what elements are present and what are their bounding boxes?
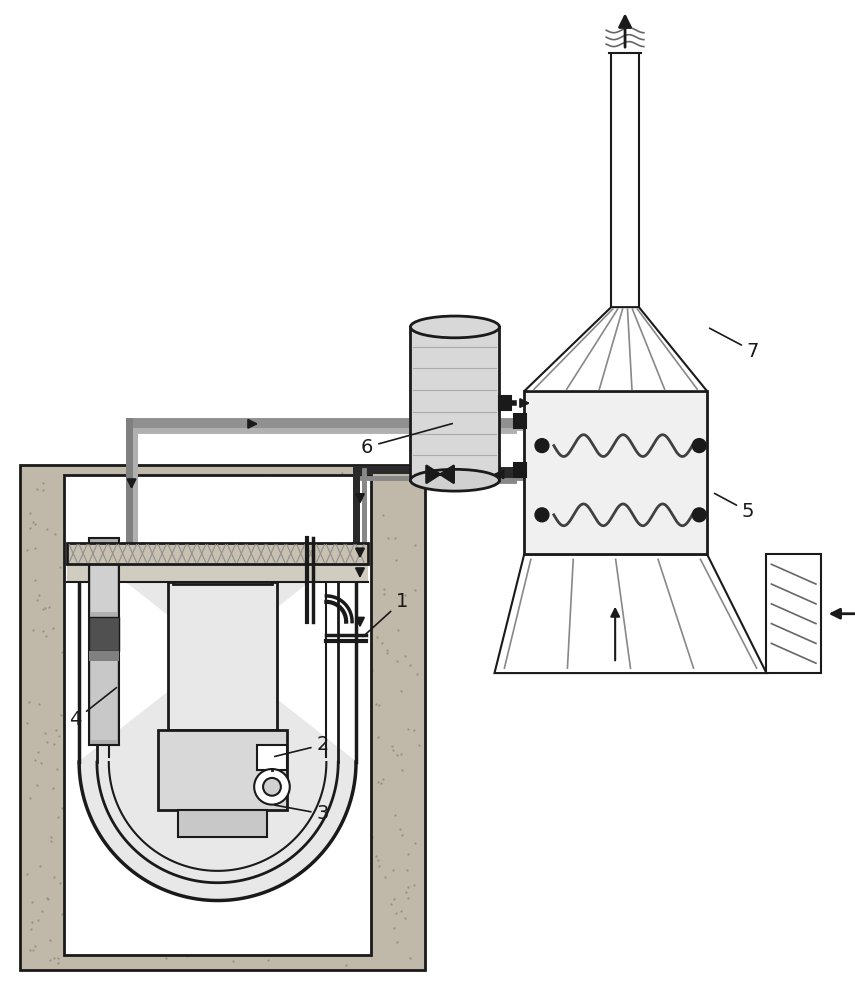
Bar <box>613 55 638 307</box>
Polygon shape <box>80 545 356 901</box>
Bar <box>257 745 286 770</box>
Circle shape <box>693 508 706 522</box>
Bar <box>91 656 116 740</box>
Bar <box>168 582 277 730</box>
Text: 4: 4 <box>69 688 116 729</box>
Text: 7: 7 <box>710 328 759 361</box>
Bar <box>68 543 368 564</box>
Polygon shape <box>524 307 707 391</box>
Text: 3: 3 <box>274 804 329 823</box>
Text: 5: 5 <box>715 493 754 521</box>
Bar <box>89 617 119 651</box>
Circle shape <box>693 439 706 453</box>
Bar <box>64 475 371 955</box>
Bar <box>68 564 368 582</box>
Bar <box>89 651 119 661</box>
Bar <box>514 414 526 428</box>
Text: 2: 2 <box>274 735 329 756</box>
Ellipse shape <box>410 469 499 491</box>
Bar <box>410 327 499 480</box>
Ellipse shape <box>410 316 499 338</box>
Bar <box>514 463 526 477</box>
Bar <box>766 554 821 673</box>
Bar <box>89 538 119 745</box>
Text: 1: 1 <box>363 592 408 637</box>
Bar <box>524 391 707 554</box>
Bar <box>178 810 267 837</box>
Polygon shape <box>494 554 766 673</box>
Polygon shape <box>427 465 454 483</box>
Circle shape <box>535 439 549 453</box>
Bar <box>173 570 272 584</box>
Bar <box>20 465 425 970</box>
Circle shape <box>535 508 549 522</box>
Bar <box>91 543 116 612</box>
Circle shape <box>263 778 281 796</box>
Circle shape <box>254 769 290 805</box>
Bar <box>499 396 511 410</box>
Text: 6: 6 <box>361 424 452 457</box>
Bar <box>158 730 286 810</box>
